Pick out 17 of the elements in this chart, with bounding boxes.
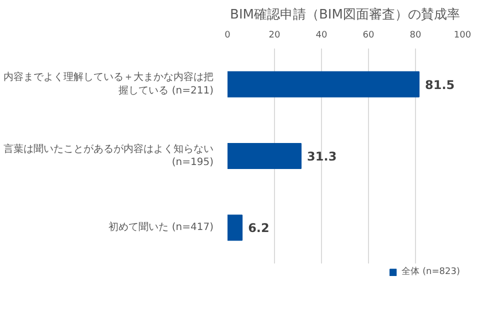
bar (228, 71, 420, 98)
x-tick-label: 20 (268, 30, 280, 40)
y-tick-label: 初めて聞いた (n=417) (108, 221, 214, 234)
chart-title: BIM確認申請（BIM図面審査）の賛成率 (230, 6, 460, 22)
data-label: 81.5 (425, 78, 455, 92)
legend-label: 全体 (n=823) (402, 266, 460, 278)
x-tick-label: 60 (362, 30, 374, 40)
bar (228, 142, 302, 170)
data-label: 31.3 (307, 150, 337, 164)
x-tick-label: 0 (224, 30, 231, 40)
x-tick-label: 40 (316, 30, 328, 40)
data-label: 6.2 (248, 221, 270, 236)
y-tick-label: 言葉は聞いたことがあるが内容はよく知らない (n=195) (4, 142, 214, 168)
y-tick-label: 内容までよく理解している＋大まかな内容は把握している (n=211) (4, 71, 214, 96)
bar (228, 214, 243, 241)
x-tick-label: 100 (454, 30, 472, 40)
x-tick-label: 80 (410, 30, 422, 40)
